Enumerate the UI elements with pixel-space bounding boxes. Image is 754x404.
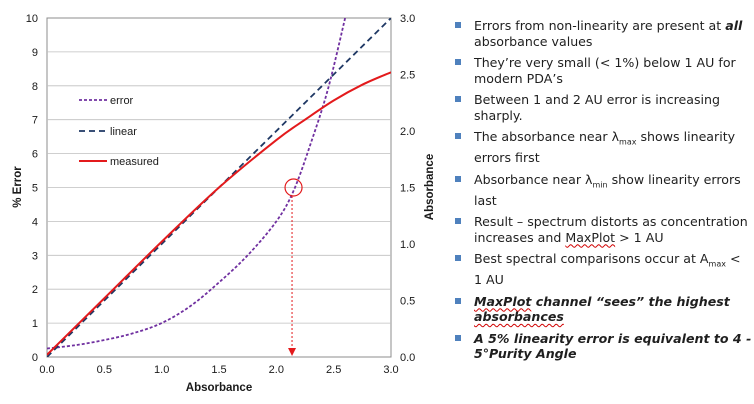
subscript-text: max [708,259,726,269]
legend: error linear measured [79,95,159,168]
y-left-tick-label: 10 [26,13,38,25]
spellcheck-flagged-text: MaxPlot [474,293,532,309]
y-right-axis-title: Absorbance [424,154,436,220]
bullet-marker-icon [455,22,461,28]
series-line-measured [47,71,391,356]
y-right-tick-label: 1.5 [400,183,415,195]
bullet-item: MaxPlot channel “sees” the highest absor… [452,294,752,325]
bullet-marker-icon [455,59,461,65]
tick-labels: 0.0 0.5 1.0 1.5 2.0 2.5 3.0 0 1 2 3 4 5 6 7 8 9 10 0.0 0.5 1… [26,13,416,376]
bullet-item: Between 1 and 2 AU error is increasing s… [452,92,752,123]
y-left-axis-title: % Error [12,166,24,208]
bullet-text: Errors from non-linearity are present at [474,18,726,33]
legend-label-linear: linear [110,126,137,138]
x-tick-label: 1.0 [154,364,169,376]
bullet-marker-icon [455,255,461,262]
bullet-item: A 5% linearity error is equivalent to 4 … [452,331,752,362]
bullet-item: Result – spectrum distorts as concentrat… [452,214,752,245]
bullet-marker-icon [455,218,461,225]
bullet-text: channel “sees” the highest [531,293,730,309]
annotation-arrowhead [288,348,297,356]
bullet-text: Best spectral comparisons occur at A [474,251,709,267]
y-right-tick-label: 2.5 [400,70,415,82]
x-tick-label: 1.5 [211,364,226,376]
bullet-text: Absorbance near λ [474,171,593,187]
bullet-marker-icon [455,133,461,139]
y-left-tick-label: 6 [32,149,38,161]
y-right-tick-label: 0.0 [400,352,415,364]
y-left-tick-label: 5 [32,183,38,195]
series-line-error [47,18,347,350]
bullet-text: Between 1 and 2 AU error is increasing s… [474,92,721,123]
legend-label-measured: measured [110,156,159,168]
annotation [284,178,303,356]
bullet-item: The absorbance near λmax shows linearity… [452,129,752,166]
subscript-text: max [619,137,637,147]
bullet-marker-icon [455,96,461,102]
y-left-tick-label: 8 [32,81,38,93]
bullet-marker-icon [455,334,461,341]
x-tick-label: 3.0 [383,364,398,376]
bullet-text: show linearity errors last [474,171,741,208]
y-left-tick-label: 7 [32,115,38,127]
spellcheck-flagged-text: MaxPlot [565,229,616,245]
bullet-text: Result – spectrum distorts as concentrat… [474,214,748,245]
legend-label-error: error [110,95,134,107]
y-left-tick-label: 0 [32,352,38,364]
emphasis-text: all [725,18,743,33]
y-left-tick-label: 1 [32,318,38,330]
y-right-tick-label: 2.0 [400,126,415,138]
y-left-tick-label: 9 [32,47,38,59]
bullet-text: A 5% linearity error is equivalent to 4 … [474,330,752,362]
bullet-text: > 1 AU [615,229,664,245]
gridlines [47,51,391,324]
series-layer [47,18,391,357]
y-left-tick-label: 4 [32,216,38,228]
annotation-circle [284,178,303,197]
y-right-tick-label: 1.0 [400,239,415,251]
bullet-text: shows linearity errors first [474,129,736,166]
y-right-tick-label: 0.5 [400,296,415,308]
x-tick-label: 2.0 [269,364,284,376]
bullet-item: Best spectral comparisons occur at Amax … [452,251,752,288]
chart: 0.0 0.5 1.0 1.5 2.0 2.5 3.0 0 1 2 3 4 5 6 7 8 9 10 0.0 0.5 1… [12,13,436,394]
x-tick-label: 0.5 [97,364,112,376]
x-tick-label: 2.5 [326,364,341,376]
bullet-item: Errors from non-linearity are present at… [452,18,752,49]
bullet-item: Absorbance near λmin show linearity erro… [452,172,752,209]
y-right-tick-label: 3.0 [400,13,415,25]
bullet-text: They’re very small (< 1%) below 1 AU for… [474,55,736,86]
bullet-marker-icon [455,297,461,304]
subscript-text: min [592,180,608,190]
bullet-marker-icon [455,175,461,182]
spellcheck-flagged-text: absorbances [474,309,564,325]
y-left-tick-label: 2 [32,284,38,296]
bullet-text: The absorbance near λ [474,129,620,144]
bullet-list: Errors from non-linearity are present at… [452,18,752,368]
bullet-text: < 1 AU [474,251,741,288]
bullet-item: They’re very small (< 1%) below 1 AU for… [452,55,752,86]
x-tick-label: 0.0 [39,364,54,376]
bullet-text: absorbance values [474,33,593,49]
x-axis-title: Absorbance [186,382,252,394]
y-left-tick-label: 3 [32,250,38,262]
